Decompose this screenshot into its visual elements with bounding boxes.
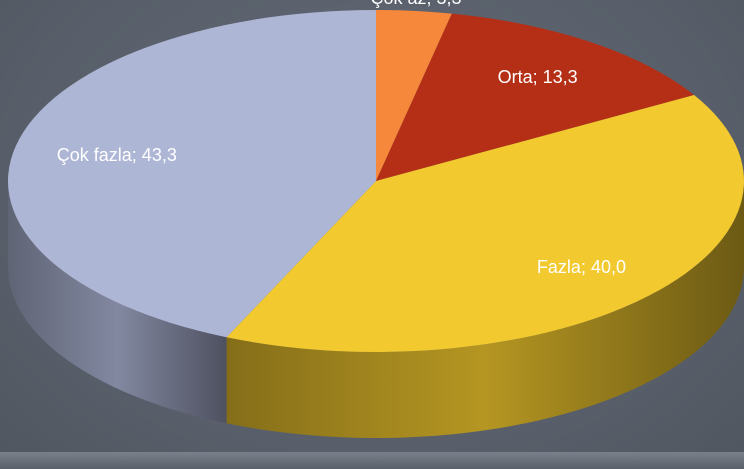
slice	[376, 13, 695, 181]
data-label: Çok fazla; 43,3	[56, 145, 177, 166]
data-label: Çok az; 3,3	[370, 0, 461, 9]
slice	[8, 10, 376, 338]
slice-side	[226, 181, 744, 438]
data-label: Fazla; 40,0	[536, 256, 626, 277]
slice-side	[8, 181, 227, 424]
slice	[226, 95, 744, 352]
data-label: Orta; 13,3	[497, 67, 578, 88]
floor-band	[0, 452, 744, 469]
slice	[376, 10, 452, 181]
